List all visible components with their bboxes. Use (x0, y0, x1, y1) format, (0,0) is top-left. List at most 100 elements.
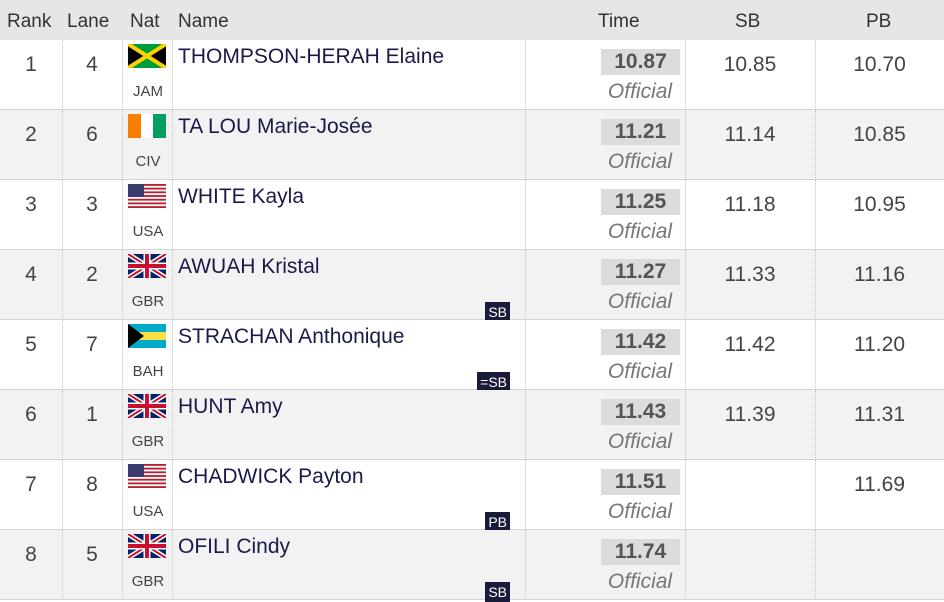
lane: 1 (86, 403, 98, 426)
column-separator (525, 460, 526, 530)
result-row: 2 6 CIV TA LOU Marie-Josée 11.21 Official 11.1… (0, 110, 944, 180)
flag (128, 44, 166, 68)
result-row: 5 7 BAH STRACHAN Anthonique =SB 11.42 Official… (0, 320, 944, 392)
time: 11.27 (601, 259, 680, 285)
personal-best: 11.69 (854, 473, 905, 496)
time: 11.42 (601, 329, 680, 355)
time: 11.51 (601, 469, 680, 495)
time: 11.25 (601, 189, 680, 215)
personal-best: 10.70 (853, 53, 906, 76)
season-best: 11.39 (724, 403, 776, 426)
lane: 2 (86, 263, 98, 286)
flag (128, 534, 166, 558)
result-row: 6 1 GBR HUNT Amy 11.43 Official 11.39 11.31 (0, 390, 944, 460)
column-separator (122, 180, 123, 250)
column-separator (122, 530, 123, 600)
personal-best: 10.95 (853, 193, 906, 216)
country-code: BAH (132, 363, 164, 380)
athlete-name: HUNT Amy (178, 395, 283, 418)
column-separator (62, 110, 63, 180)
column-separator (525, 250, 526, 320)
status: Official (607, 500, 673, 523)
header-cell: Name (178, 11, 229, 32)
country-code: CIV (135, 153, 161, 170)
lane: 7 (86, 333, 98, 356)
column-separator (172, 180, 173, 250)
lane: 4 (86, 53, 98, 76)
season-best: 10.85 (723, 53, 777, 76)
status: Official (607, 570, 673, 593)
record-badge: SB (485, 582, 510, 602)
personal-best: 11.16 (854, 263, 905, 286)
column-separator (815, 180, 816, 250)
flag (128, 184, 166, 208)
column-separator (62, 180, 63, 250)
country-code: USA (132, 223, 164, 240)
result-row: 7 8 USA CHADWICK Payton PB 11.51 Official 11.69 (0, 460, 944, 532)
lane: 5 (86, 543, 98, 566)
result-row: 1 4 JAM THOMPSON-HERAH Elaine 10.87 Official 1… (0, 40, 944, 110)
status: Official (607, 150, 673, 173)
season-best: 11.33 (724, 263, 776, 286)
athlete-name: THOMPSON-HERAH Elaine (178, 45, 445, 68)
lane: 6 (86, 123, 98, 146)
athlete-name: AWUAH Kristal (178, 255, 320, 278)
column-separator (685, 180, 686, 250)
season-best: 11.42 (724, 333, 776, 356)
column-separator (172, 250, 173, 320)
rank: 5 (25, 333, 37, 356)
column-separator (172, 320, 173, 390)
lane: 3 (86, 193, 98, 216)
column-separator (815, 320, 816, 390)
column-separator (172, 390, 173, 460)
record-badge: SB (485, 302, 510, 322)
rank: 4 (25, 263, 37, 286)
rank: 6 (25, 403, 37, 426)
header-cell: Rank (7, 11, 52, 32)
column-separator (685, 250, 686, 320)
time: 10.87 (601, 49, 680, 75)
column-separator (172, 40, 173, 110)
column-separator (815, 110, 816, 180)
column-separator (62, 460, 63, 530)
column-separator (525, 110, 526, 180)
column-separator (122, 390, 123, 460)
column-separator (815, 390, 816, 460)
column-separator (172, 460, 173, 530)
personal-best: 11.20 (854, 333, 905, 356)
flag (128, 114, 166, 138)
column-separator (685, 320, 686, 390)
column-separator (685, 390, 686, 460)
time: 11.21 (601, 119, 680, 145)
column-separator (685, 40, 686, 110)
lane: 8 (86, 473, 98, 496)
column-separator (62, 390, 63, 460)
rank: 1 (25, 53, 37, 76)
result-row: 8 5 GBR OFILI Cindy SB 11.74 Official (0, 530, 944, 602)
header-row: Rank Lane Nat Name Time SB PB (0, 0, 944, 40)
header-cell: Lane (67, 11, 110, 32)
column-separator (815, 530, 816, 600)
column-separator (685, 530, 686, 600)
column-separator (62, 250, 63, 320)
header-cell: PB (866, 11, 892, 32)
header-cell: Nat (130, 11, 160, 32)
column-separator (172, 110, 173, 180)
athlete-name: STRACHAN Anthonique (178, 325, 405, 348)
personal-best: 11.31 (854, 403, 905, 426)
column-separator (62, 40, 63, 110)
result-row: 3 3 USA WHITE Kayla 11.25 Official 11.18 10.95 (0, 180, 944, 250)
column-separator (685, 110, 686, 180)
column-separator (122, 250, 123, 320)
column-separator (685, 460, 686, 530)
column-separator (122, 110, 123, 180)
column-separator (62, 320, 63, 390)
status: Official (607, 290, 673, 313)
column-separator (525, 530, 526, 600)
column-separator (172, 530, 173, 600)
column-separator (62, 530, 63, 600)
rank: 8 (25, 543, 37, 566)
country-code: GBR (131, 293, 165, 310)
time: 11.43 (601, 399, 680, 425)
